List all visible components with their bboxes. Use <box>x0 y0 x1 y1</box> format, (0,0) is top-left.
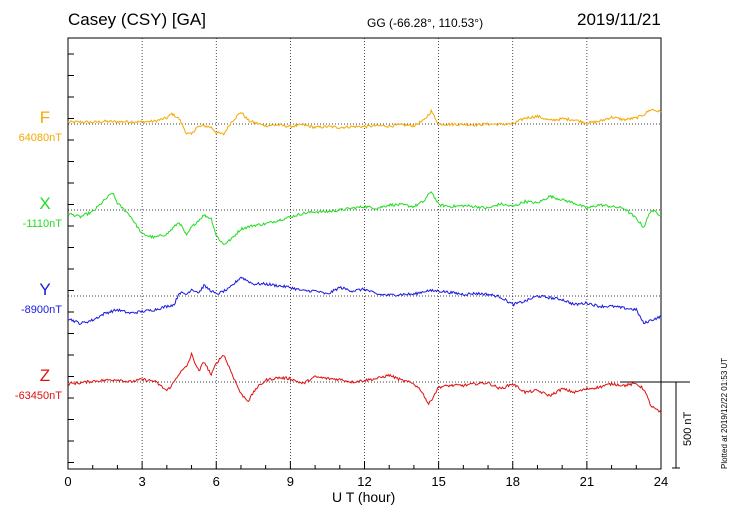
x-tick-label: 21 <box>580 474 594 489</box>
x-tick-label: 15 <box>431 474 445 489</box>
series-z-line <box>67 351 662 414</box>
x-tick-label: 9 <box>287 474 294 489</box>
series-x-baseline: -1110nT <box>23 218 63 230</box>
x-tick-label: 0 <box>64 474 71 489</box>
series-x-name: X <box>39 194 50 213</box>
series-z-name: Z <box>40 366 50 385</box>
series-f-name: F <box>40 108 50 127</box>
x-tick-label: 24 <box>654 474 668 489</box>
series-x-line <box>67 191 662 245</box>
series-z-baseline: -63450nT <box>15 390 62 402</box>
x-tick-label: 18 <box>506 474 520 489</box>
station-coordinates: GG (-66.28°, 110.53°) <box>367 16 484 30</box>
chart-date: 2019/11/21 <box>577 10 661 29</box>
series-f-baseline: 64080nT <box>19 132 63 144</box>
x-tick-label: 3 <box>139 474 146 489</box>
series-y-name: Y <box>39 280 50 299</box>
series-y-line <box>67 276 662 325</box>
station-title: Casey (CSY) [GA] <box>68 10 206 29</box>
x-axis-label: U T (hour) <box>332 489 396 505</box>
x-tick-label: 6 <box>213 474 220 489</box>
series-y-baseline: -8900nT <box>21 304 62 316</box>
x-tick-label: 12 <box>357 474 371 489</box>
series-f-line <box>67 108 662 136</box>
